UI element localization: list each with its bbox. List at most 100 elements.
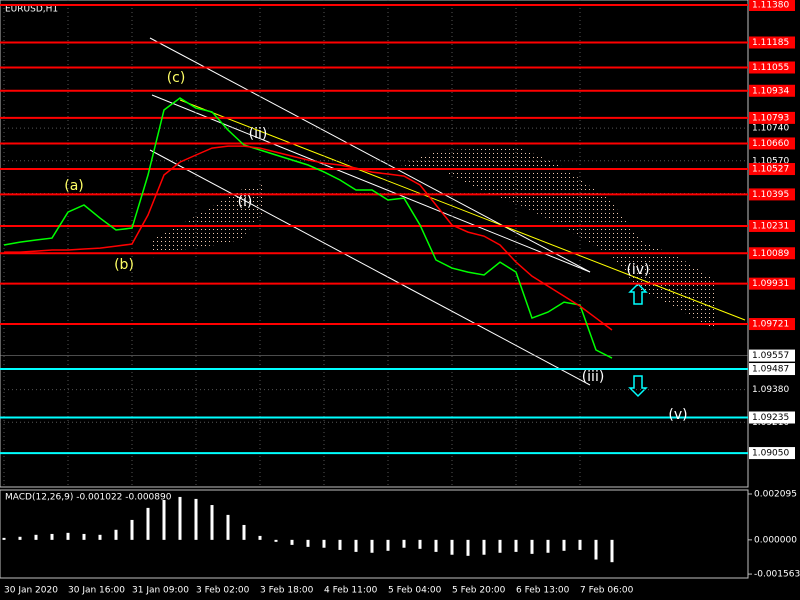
resistance-level-label: 1.09931 [752,279,789,289]
resistance-level-box [749,247,795,260]
trend-line [151,94,591,273]
resistance-level-label: 1.11380 [752,1,789,11]
y-tick-label: 1.09380 [752,385,789,395]
resistance-level-box [749,111,795,124]
support-level-label: 1.09487 [752,365,789,375]
y-tick-label: 1.10570 [752,156,789,166]
resistance-level-label: 1.11185 [752,38,789,48]
x-tick-label: 5 Feb 20:00 [452,586,506,596]
x-tick-label: 3 Feb 02:00 [196,586,250,596]
x-tick-label: 31 Jan 09:00 [132,586,189,596]
macd-bar [418,539,422,549]
macd-bar [498,539,502,553]
macd-bar [18,536,22,540]
macd-bar [34,534,38,540]
resistance-level-box [749,163,795,176]
ichimoku-cloud [400,148,715,330]
support-level-label: 1.09050 [752,449,789,459]
resistance-level-box [749,219,795,232]
down-arrow [628,375,648,398]
last-price-label: 1.09557 [752,351,789,361]
main-panel [0,0,749,488]
support-level-box [749,447,795,460]
macd-tick-label: -0.001563 [754,570,800,580]
macd-bar [146,507,150,540]
macd-bar [610,539,614,563]
macd-bar [402,539,406,548]
macd-bar [482,539,486,555]
macd-bar [354,539,358,552]
macd-bar [578,539,582,550]
support-level-box [749,363,795,376]
macd-bar [210,505,214,540]
ichimoku-cloud [150,185,262,258]
macd-bar [2,537,6,540]
y-tick-label: 1.10740 [752,124,789,134]
macd-bar [162,500,166,540]
wave-label: (v) [668,407,687,423]
macd-bar [258,535,262,540]
macd-bar [450,539,454,555]
macd-bar [370,539,374,553]
wave-label: (a) [64,178,84,194]
macd-bar [98,534,102,540]
macd-bar [114,529,118,540]
x-tick-label: 5 Feb 04:00 [388,586,442,596]
macd-bar [466,539,470,556]
macd-title: MACD(12,26,9) -0.001022 -0.000890 [5,493,172,503]
resistance-level-label: 1.10793 [752,113,789,123]
resistance-level-label: 1.09721 [752,320,789,330]
macd-bar [82,533,86,540]
macd-bar [178,496,182,540]
wave-label: (i) [238,194,253,210]
price-line [4,145,613,331]
macd-tick-label: 0.000000 [754,535,797,545]
macd-bar [274,539,278,542]
wave-label: (iii) [582,369,605,385]
up-arrow [628,282,648,305]
macd-bar [594,539,598,560]
x-tick-label: 30 Jan 16:00 [68,586,125,596]
support-level-label: 1.09235 [752,413,789,423]
resistance-level-label: 1.10934 [752,86,789,96]
x-tick-label: 30 Jan 2020 [4,586,58,596]
macd-bar [290,539,294,545]
macd-bar [386,539,390,551]
wave-label: (c) [167,70,186,86]
macd-bar [130,519,134,540]
resistance-level-box [749,277,795,290]
macd-bar [514,539,518,552]
resistance-level-box [749,84,795,97]
resistance-level-label: 1.10089 [752,249,789,259]
resistance-level-label: 1.11055 [752,63,789,73]
x-tick-label: 3 Feb 18:00 [260,586,314,596]
macd-bar [322,539,326,548]
resistance-level-label: 1.10527 [752,165,789,175]
wave-label: (iv) [626,262,649,278]
price-line [3,97,613,359]
macd-bar [546,539,550,553]
resistance-level-box [749,61,795,74]
x-tick-label: 4 Feb 11:00 [324,586,378,596]
macd-bar [66,532,70,540]
resistance-level-box [749,318,795,331]
resistance-level-box [749,36,795,49]
resistance-level-label: 1.10395 [752,190,789,200]
macd-bar [306,539,310,547]
last-price-box [749,349,795,362]
macd-panel [0,489,749,579]
macd-bar [50,533,54,540]
channel-line [149,37,591,273]
wave-label: (b) [114,257,134,273]
resistance-level-box [749,0,795,12]
support-level-box [749,411,795,424]
x-tick-label: 6 Feb 13:00 [516,586,570,596]
x-tick-label: 7 Feb 06:00 [580,586,634,596]
resistance-level-box [749,188,795,201]
chart-title: EURUSD,H1 [5,5,58,15]
macd-bar [530,539,534,554]
resistance-level-label: 1.10660 [752,139,789,149]
macd-bar [242,524,246,540]
